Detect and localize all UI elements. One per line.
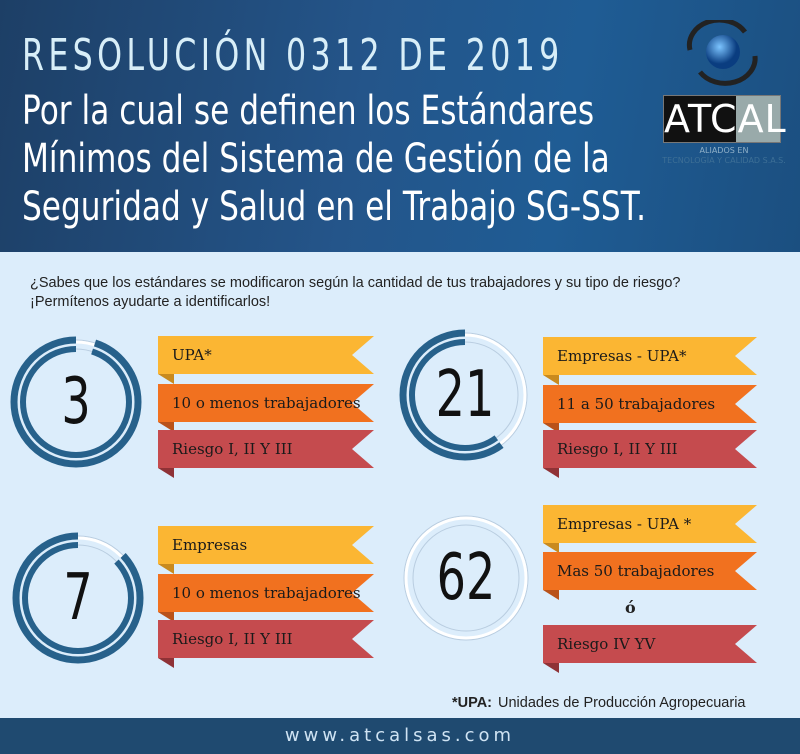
subtitle-line-3: Seguridad y Salud en el Trabajo SG-SST. (22, 184, 646, 230)
ribbon-label: Empresas - UPA * (557, 515, 692, 533)
ribbon-label: Riesgo I, II Y III (172, 440, 293, 458)
intro-text: ¿Sabes que los estándares se modificaron… (30, 274, 680, 312)
logo-tagline-1: ALIADOS EN (699, 146, 749, 155)
ring-7: 7 (8, 528, 148, 668)
intro-line-2: ¡Permítenos ayudarte a identificarlos! (30, 294, 271, 310)
subtitle-line-2: Mínimos del Sistema de Gestión de la (22, 136, 610, 182)
ring-21: 21 (395, 325, 535, 465)
ribbon-risk: Riesgo I, II Y III (158, 620, 374, 668)
ribbon-risk: Riesgo I, II Y III (543, 430, 757, 478)
ribbon-label: 10 o menos trabajadores (172, 584, 361, 602)
ribbon-label: Riesgo I, II Y III (557, 440, 678, 458)
ring-number: 3 (61, 365, 91, 439)
ribbon-workers: Mas 50 trabajadores (543, 552, 757, 600)
ring-progress (10, 336, 142, 468)
ring-track (404, 516, 528, 640)
ring-arc (22, 542, 134, 654)
ring-progress (12, 532, 144, 664)
page-title: RESOLUCIÓN 0312 DE 2019 (22, 30, 564, 81)
or-connector: ó (625, 598, 636, 617)
ring-3: 3 (6, 332, 146, 472)
ring-arc (409, 339, 521, 451)
ring-arc (399, 329, 531, 461)
footnote-term: *UPA: (452, 695, 493, 711)
ribbon-workers: 10 o menos trabajadores (158, 574, 374, 622)
ring-number: 62 (436, 541, 496, 615)
ribbon-label: Empresas (172, 536, 248, 554)
footnote-definition: Unidades de Producción Agropecuaria (498, 695, 746, 711)
ring-progress (400, 512, 532, 644)
logo-tagline-2: TECNOLOGÍA Y CALIDAD S.A.S. (662, 156, 786, 165)
ring-number: 21 (435, 358, 495, 432)
ring-number: 7 (63, 561, 93, 635)
ring-progress (399, 329, 531, 461)
header-banner: RESOLUCIÓN 0312 DE 2019 Por la cual se d… (0, 0, 800, 252)
ribbon-label: UPA* (172, 346, 212, 364)
upa-footnote: *UPA: Unidades de Producción Agropecuaria (452, 695, 746, 711)
atcal-logo: ATCAL ALIADOS EN TECNOLOGÍA Y CALIDAD S.A… (660, 17, 790, 170)
ribbon-risk: Riesgo IV YV (543, 625, 757, 673)
ribbon-label: Riesgo I, II Y III (172, 630, 293, 648)
ring-arc (20, 346, 132, 458)
ribbon-category: Empresas (158, 526, 374, 574)
ribbon-label: Empresas - UPA* (557, 347, 687, 365)
ring-track (412, 524, 520, 632)
logo-tagline: ALIADOS EN TECNOLOGÍA Y CALIDAD S.A.S. (660, 146, 788, 166)
subtitle-line-1: Por la cual se definen los Estándares (22, 88, 595, 134)
ribbon-category: Empresas - UPA * (543, 505, 757, 553)
ring-track (403, 515, 529, 641)
eye-orbit-icon (686, 17, 758, 86)
logo-wordmark: ATCAL (663, 95, 787, 143)
ribbon-workers: 10 o menos trabajadores (158, 384, 374, 432)
ribbon-category: UPA* (158, 336, 374, 384)
intro-line-1: ¿Sabes que los estándares se modificaron… (30, 275, 681, 291)
ring-arc (10, 336, 142, 468)
ribbon-label: 10 o menos trabajadores (172, 394, 361, 412)
ribbon-workers: 11 a 50 trabajadores (543, 385, 757, 433)
footer-url[interactable]: www.atcalsas.com (0, 718, 800, 754)
ring-62: 62 (396, 508, 536, 648)
ribbon-label: 11 a 50 trabajadores (557, 395, 716, 413)
ribbon-label: Riesgo IV YV (557, 635, 656, 653)
ribbon-risk: Riesgo I, II Y III (158, 430, 374, 478)
ribbon-category: Empresas - UPA* (543, 337, 757, 385)
ring-arc (12, 532, 144, 664)
ribbon-label: Mas 50 trabajadores (557, 562, 715, 580)
